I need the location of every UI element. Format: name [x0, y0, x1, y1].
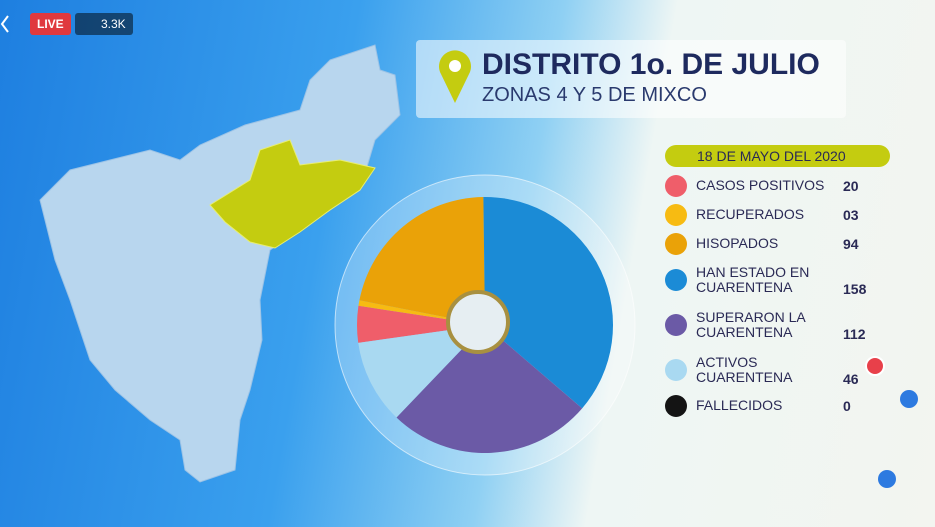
legend-label: HAN ESTADO EN CUARENTENA	[696, 264, 810, 295]
pie-slice	[483, 197, 613, 409]
chart-subtitle: ZONAS 4 Y 5 DE MIXCO	[482, 84, 707, 106]
value-label: 20	[843, 178, 859, 194]
love-reaction	[865, 356, 885, 376]
legend-label: CASOS POSITIVOS	[696, 177, 825, 193]
pie-slice	[357, 305, 485, 343]
chart-title: DISTRITO 1o. DE JULIO	[482, 48, 820, 81]
legend-swatch	[665, 204, 687, 226]
highlighted-zone	[209, 139, 376, 249]
pie-slice	[359, 197, 485, 325]
value-label: 0	[843, 398, 851, 414]
legend-label: ACTIVOS CUARENTENA	[696, 354, 793, 385]
map	[39, 44, 401, 483]
legend-swatch	[665, 233, 687, 255]
value-label: 03	[843, 207, 859, 223]
pie-slice	[358, 325, 485, 418]
value-label: 94	[843, 236, 859, 252]
like-reaction	[900, 390, 918, 408]
pie-hub	[446, 290, 510, 354]
value-label: 46	[843, 371, 859, 387]
value-label: 112	[843, 326, 866, 342]
legend-label: RECUPERADOS	[696, 206, 805, 222]
legend-swatch	[665, 314, 687, 336]
date: 18 DE MAYO DEL 2020	[697, 148, 846, 164]
legend-label: HISOPADOS	[696, 235, 779, 251]
legend-swatch	[665, 395, 687, 417]
legend-label: SUPERARON LA CUARENTENA	[696, 309, 805, 340]
pie-slice	[396, 325, 583, 454]
like-reaction	[878, 470, 896, 488]
legend-swatch	[665, 269, 687, 291]
viewer-count: 3.3K	[75, 13, 133, 35]
title-box	[416, 40, 846, 118]
legend-swatch	[665, 175, 687, 197]
value-label: 158	[843, 281, 867, 297]
live-badge: LIVE	[30, 13, 71, 35]
date-pill	[665, 145, 890, 167]
back-arrow[interactable]	[0, 15, 9, 33]
legend-swatch	[665, 359, 687, 381]
legend-label: FALLECIDOS	[696, 397, 783, 413]
